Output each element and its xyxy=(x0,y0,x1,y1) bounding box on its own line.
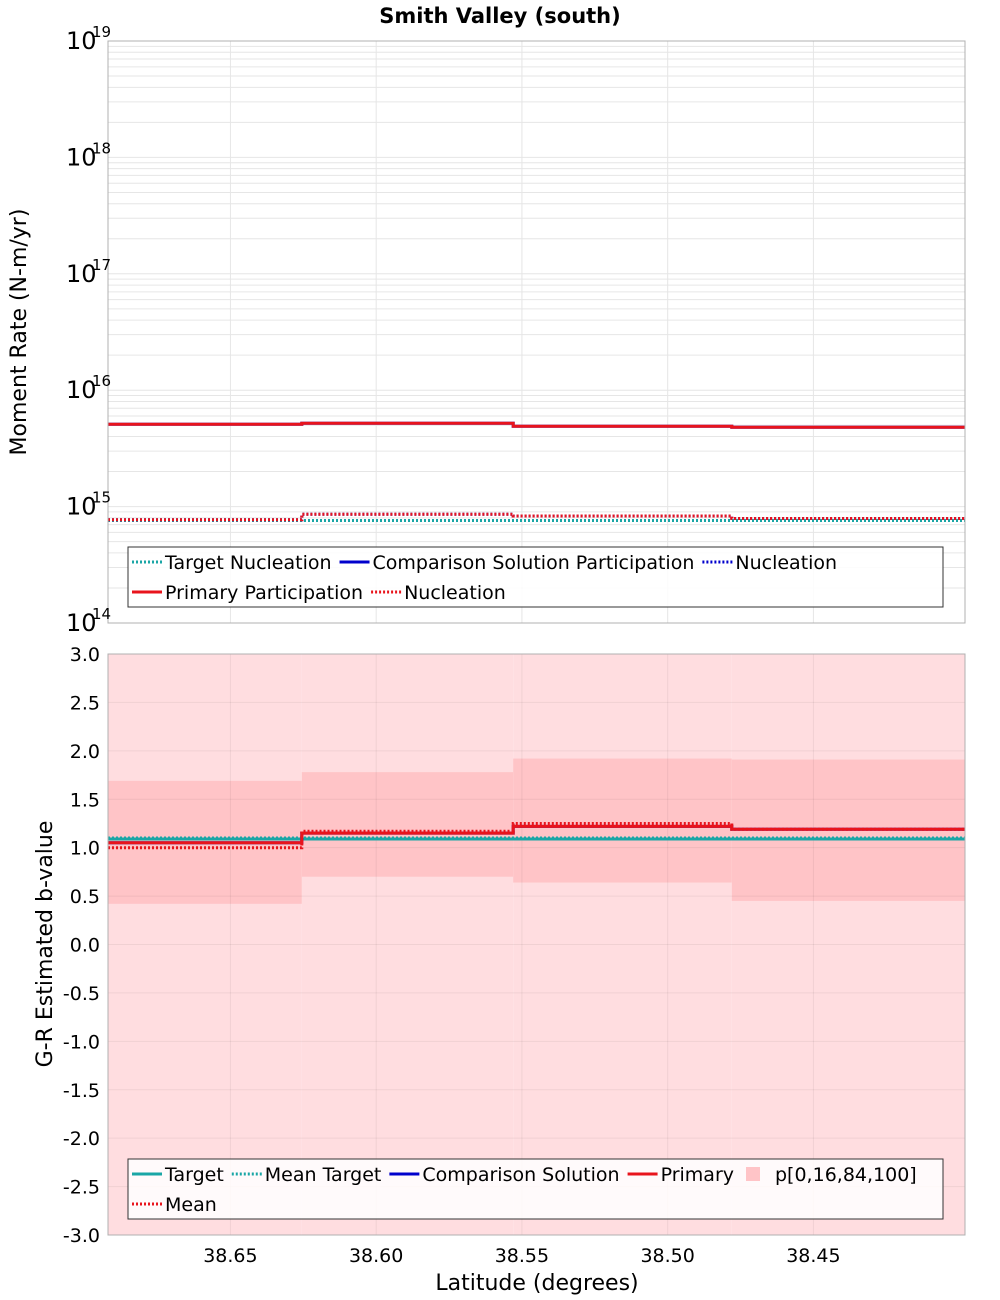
b-value-y-tick-label: 3.0 xyxy=(70,644,100,666)
legend-item: Mean Target xyxy=(231,1164,382,1186)
b-value-percentile-bands xyxy=(108,654,965,1235)
b-value-y-ticks: 3.0 2.5 2.0 1.5 1.0 0.5 0.0 -0.5 -1.0 -1.5 -2.0 -2.… xyxy=(63,644,100,1247)
band-p0-p100 xyxy=(108,654,302,1235)
b-value-y-tick-label: 0.5 xyxy=(70,886,100,908)
legend-label: Comparison Solution xyxy=(422,1164,619,1186)
b-value-y-tick-label: 2.5 xyxy=(70,692,100,714)
latitude-x-ticks: 38.65 38.60 38.55 38.50 38.45 xyxy=(203,1245,840,1267)
legend-label: Mean xyxy=(165,1194,217,1216)
b-value-panel: 3.0 2.5 2.0 1.5 1.0 0.5 0.0 -0.5 -1.0 -1.5 -2.0 -2.… xyxy=(33,644,966,1296)
b-value-y-tick-label: 0.0 xyxy=(70,935,100,957)
b-value-series-line xyxy=(108,822,965,850)
legend-label: p[0,16,84,100] xyxy=(775,1164,917,1186)
legend-label: Nucleation xyxy=(404,582,506,604)
legend-label: Target xyxy=(164,1164,224,1186)
tick-exponent: 15 xyxy=(92,489,111,507)
legend-label: Primary xyxy=(661,1164,734,1186)
band-p0-p100 xyxy=(731,654,965,1235)
latitude-x-tick-label: 38.50 xyxy=(640,1245,694,1267)
band-p16-p84 xyxy=(513,758,732,883)
tick-base: 10 xyxy=(66,260,97,288)
legend-label: Primary Participation xyxy=(165,582,363,604)
legend-item: Primary xyxy=(627,1164,734,1186)
chart-title: Smith Valley (south) xyxy=(379,4,620,28)
tick-exponent: 17 xyxy=(92,256,111,274)
b-value-y-tick-label: -1.5 xyxy=(63,1080,100,1102)
tick-base: 10 xyxy=(66,376,97,404)
legend-box xyxy=(127,546,944,608)
moment-rate-series xyxy=(108,421,965,522)
tick-base: 10 xyxy=(66,493,97,521)
tick-exponent: 19 xyxy=(92,23,111,41)
tick-exponent: 18 xyxy=(92,139,111,157)
legend-label: Nucleation xyxy=(735,552,837,574)
moment-rate-plot-area xyxy=(108,41,965,623)
legend-item: Mean xyxy=(132,1194,217,1216)
band-p16-p84 xyxy=(301,772,514,877)
legend-item: Target Nucleation xyxy=(132,552,332,574)
legend-box xyxy=(127,1158,944,1220)
legend-label: Comparison Solution Participation xyxy=(373,552,695,574)
tick-exponent: 14 xyxy=(92,605,111,623)
legend-item: Nucleation xyxy=(702,552,837,574)
b-value-series xyxy=(108,822,965,850)
legend-item: p[0,16,84,100] xyxy=(746,1164,917,1186)
b-value-y-tick-label: -2.0 xyxy=(63,1128,100,1150)
tick-exponent: 16 xyxy=(92,372,111,390)
latitude-x-tick-label: 38.60 xyxy=(349,1245,403,1267)
b-value-y-tick-label: -3.0 xyxy=(63,1225,100,1247)
tick-base: 10 xyxy=(66,609,97,637)
b-value-legend: Target Mean Target Comparison Solution Prim… xyxy=(127,1158,944,1220)
legend-swatch xyxy=(746,1167,760,1181)
legend-item: Primary Participation xyxy=(132,582,363,604)
moment-rate-plot-frame xyxy=(107,40,966,624)
b-value-y-tick-label: -1.0 xyxy=(63,1031,100,1053)
legend-label: Mean Target xyxy=(265,1164,382,1186)
latitude-x-tick-label: 38.45 xyxy=(786,1245,840,1267)
tick-base: 10 xyxy=(66,27,97,55)
tick-base: 10 xyxy=(66,143,97,171)
legend-item: Comparison Solution Participation xyxy=(339,552,695,574)
moment-rate-series-line xyxy=(108,512,965,522)
legend-label: Target Nucleation xyxy=(164,552,332,574)
band-p0-p100 xyxy=(513,654,732,1235)
moment-rate-y-axis-label: Moment Rate (N-m/yr) xyxy=(7,209,32,456)
band-p0-p100 xyxy=(301,654,514,1235)
b-value-y-tick-label: -2.5 xyxy=(63,1177,100,1199)
legend-item: Nucleation xyxy=(371,582,506,604)
b-value-plot-frame xyxy=(107,653,966,1236)
b-value-y-tick-label: 1.0 xyxy=(70,838,100,860)
b-value-y-axis-label: G-R Estimated b-value xyxy=(33,821,58,1068)
moment-rate-series-line xyxy=(108,421,965,429)
b-value-y-tick-label: -0.5 xyxy=(63,983,100,1005)
legend-item: Comparison Solution xyxy=(389,1164,620,1186)
b-value-y-tick-label: 2.0 xyxy=(70,741,100,763)
latitude-x-tick-label: 38.55 xyxy=(495,1245,549,1267)
legend-item: Target xyxy=(132,1164,224,1186)
b-value-y-tick-label: 1.5 xyxy=(70,789,100,811)
moment-rate-legend: Target Nucleation Comparison Solution Par… xyxy=(127,546,944,608)
latitude-x-tick-label: 38.65 xyxy=(203,1245,257,1267)
latitude-x-axis-label: Latitude (degrees) xyxy=(435,1271,638,1296)
